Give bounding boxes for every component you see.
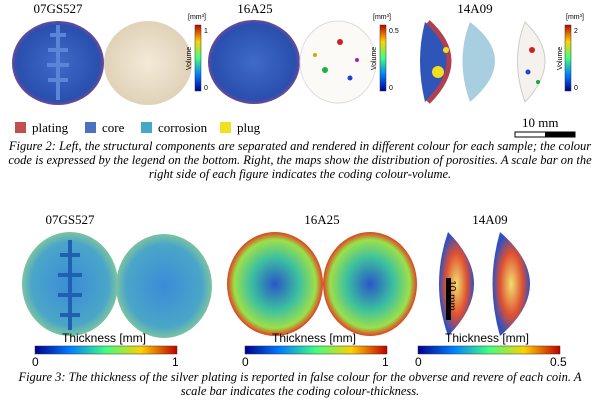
- colorbar-min: 0: [574, 85, 578, 92]
- sample-title: 07GS527: [33, 1, 83, 16]
- figure-caption: Figure 2: Left, the structural component…: [8, 139, 592, 181]
- colorbar-unit: [mm³]: [566, 14, 584, 21]
- colorbar-unit: [mm³]: [373, 14, 391, 21]
- colorbar-label: Thickness [mm]: [272, 331, 357, 345]
- legend-swatch: [85, 122, 96, 133]
- colorbar-max: 1: [204, 28, 208, 35]
- legend-label: corrosion: [158, 120, 208, 135]
- colorbar-min: 0: [415, 355, 422, 369]
- colorbar-min: 0: [389, 85, 393, 92]
- fig2-images: [12, 20, 572, 105]
- colorbar-label: Thickness [mm]: [445, 331, 530, 345]
- colorbar-min: 0: [32, 355, 39, 369]
- colorbar-max: 1: [382, 355, 389, 369]
- legend-swatch: [15, 122, 26, 133]
- colorbar-max: 0.5: [550, 355, 567, 369]
- colorbar-min: 0: [204, 85, 208, 92]
- legend-swatch: [220, 122, 231, 133]
- sample-title: 16A25: [237, 1, 273, 16]
- colorbar-min: 0: [242, 355, 249, 369]
- scale-bar-label: 10 mm: [445, 280, 457, 311]
- colorbar-label: Thickness [mm]: [62, 331, 147, 345]
- colorbar-max: 0.5: [389, 28, 399, 35]
- colorbar-label: Volume: [186, 46, 194, 71]
- scale-bar: [514, 131, 576, 138]
- scale-bar-label: 10 mm: [522, 115, 559, 130]
- colorbar-max: 1: [172, 355, 179, 369]
- legend-label: core: [102, 120, 125, 135]
- legend-swatch: [141, 122, 152, 133]
- fig3-images: [22, 232, 561, 355]
- sample-title: 14A09: [457, 1, 493, 16]
- legend-label: plug: [237, 120, 261, 135]
- colorbar-label: Volume: [557, 46, 565, 71]
- legend-label: plating: [32, 120, 69, 135]
- sample-title: 07GS527: [45, 212, 95, 227]
- sample-title: 16A25: [304, 212, 340, 227]
- colorbar-label: Volume: [371, 46, 379, 71]
- sample-title: 14A09: [472, 212, 508, 227]
- colorbar-unit: [mm³]: [188, 14, 206, 21]
- figure-caption: Figure 3: The thickness of the silver pl…: [18, 370, 582, 398]
- colorbar-max: 2: [574, 28, 578, 35]
